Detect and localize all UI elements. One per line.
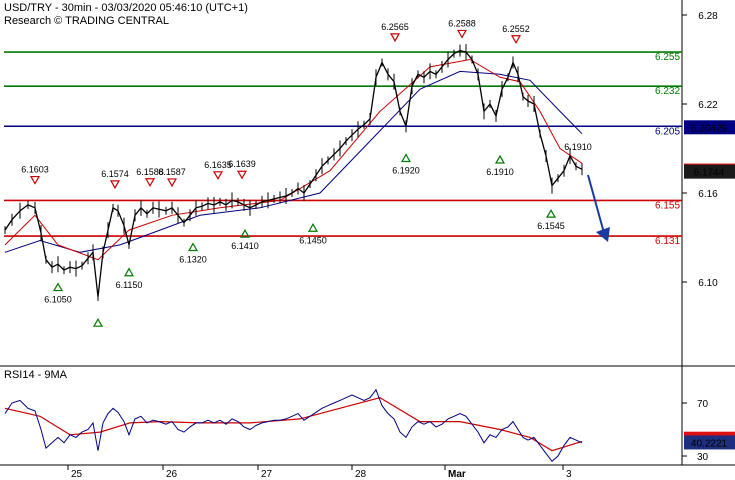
resistance-marker	[212, 171, 224, 181]
y-tick-label: 6.16	[698, 189, 718, 200]
rsi-title: RSI14 - 9MA	[4, 369, 68, 381]
x-tick-label: 25	[71, 469, 83, 480]
projection-arrowhead	[596, 227, 610, 242]
x-tick-label: 27	[261, 469, 273, 480]
rsi-ma-line	[4, 397, 583, 452]
low-label: 6.1150	[116, 280, 143, 290]
x-tick-label: 3	[566, 469, 572, 480]
y-tick-label: 6.28	[698, 11, 718, 22]
low-label: 6.1450	[299, 235, 327, 245]
ma-slow-line	[4, 70, 583, 253]
rsi-line	[4, 388, 583, 463]
chart-subtitle: Research © TRADING CENTRAL	[4, 15, 169, 27]
high-label: 6.1587	[158, 167, 186, 177]
level-annotation: 6.1910	[564, 142, 592, 152]
rsi-tag-label: 40.2221	[691, 438, 728, 449]
y-tick-label: 6.22	[698, 100, 718, 111]
level-label: 6.155	[655, 200, 680, 211]
support-marker	[307, 223, 319, 232]
level-label: 6.205	[655, 126, 680, 137]
resistance-marker	[109, 180, 121, 190]
low-label: 6.1545	[537, 221, 565, 231]
rsi-tag-rsi	[684, 435, 735, 450]
resistance-marker	[29, 175, 41, 185]
rsi-panel: 307043.068840.2221	[4, 388, 735, 463]
high-label: 6.2588	[448, 18, 476, 28]
high-label: 6.2552	[502, 24, 530, 34]
support-marker	[545, 208, 557, 218]
level-label: 6.232	[655, 86, 680, 97]
rsi-y-tick-label: 30	[697, 452, 709, 463]
rsi-y-tick-label: 70	[697, 399, 709, 410]
high-label: 6.1635	[204, 160, 232, 170]
support-marker	[239, 228, 251, 238]
support-marker	[187, 242, 199, 252]
price-tag-label: 6.20429	[691, 123, 728, 134]
resistance-marker	[236, 170, 248, 180]
price-line	[4, 49, 583, 297]
high-label: 6.1574	[101, 169, 129, 179]
resistance-marker	[166, 178, 178, 188]
high-label: 6.1588	[136, 167, 164, 177]
x-tick-label: 28	[355, 469, 367, 480]
resistance-marker	[144, 178, 156, 187]
high-label: 6.2565	[381, 22, 409, 32]
low-label: 6.1050	[44, 295, 72, 305]
low-label: 6.1920	[392, 166, 420, 176]
high-label: 6.1639	[228, 159, 256, 169]
support-marker	[123, 267, 135, 277]
support-marker	[52, 282, 64, 292]
ma-fast-line	[4, 58, 583, 261]
price-tag-label: 6.1744	[694, 168, 725, 179]
resistance-marker	[389, 33, 401, 43]
low-label: 6.1320	[179, 255, 207, 265]
support-marker	[400, 153, 412, 163]
low-label: 6.1410	[231, 241, 259, 251]
support-marker	[92, 317, 104, 327]
resistance-marker	[456, 29, 468, 39]
y-tick-label: 6.10	[698, 278, 718, 289]
chart-title: USD/TRY - 30min - 03/03/2020 05:46:10 (U…	[4, 2, 248, 14]
low-label: 6.1910	[486, 167, 514, 177]
price-panel: 6.10 6.16 6.22 6.28 6.255 6.232 6.205 6.155 6.13…	[4, 11, 735, 327]
price-tag-close	[684, 164, 735, 179]
resistance-marker	[510, 35, 522, 44]
x-tick-label: Mar	[448, 469, 466, 480]
projection-arrow	[587, 174, 605, 234]
x-tick-label: 26	[166, 469, 178, 480]
level-label: 6.131	[655, 236, 680, 247]
high-label: 6.1603	[21, 165, 49, 175]
level-label: 6.255	[655, 52, 680, 63]
price-tag-pivot	[684, 120, 735, 135]
support-marker	[494, 154, 506, 164]
